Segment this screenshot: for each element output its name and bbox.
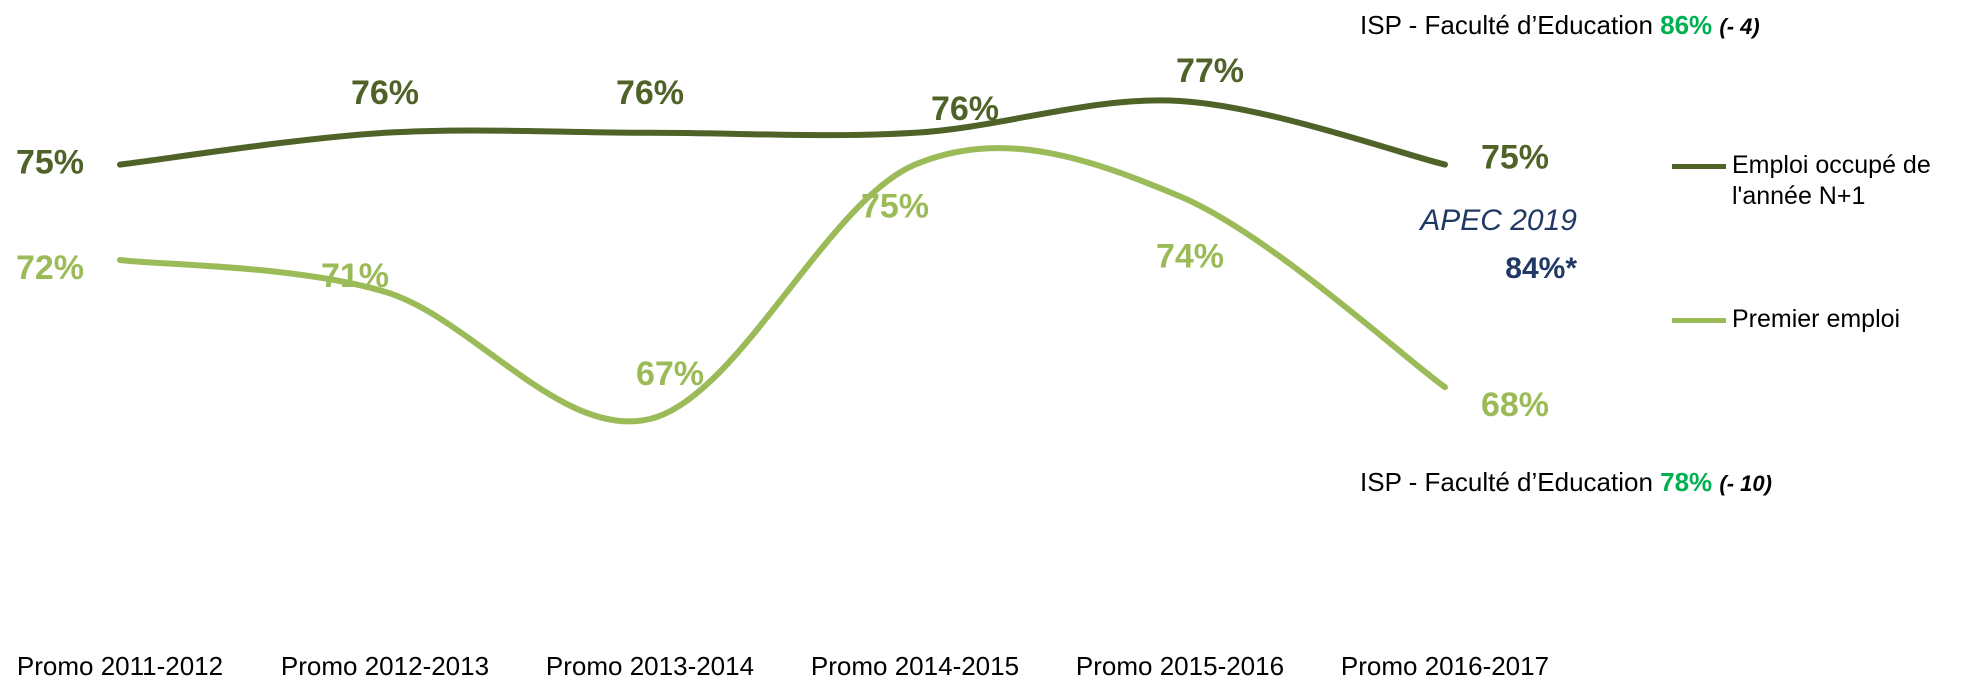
data-label: 75% [861, 188, 929, 226]
x-tick-label: Promo 2016-2017 [1341, 651, 1549, 681]
data-label: 71% [321, 257, 389, 295]
data-label: 74% [1156, 237, 1224, 275]
annotation-note: (- 4) [1719, 14, 1760, 39]
data-label: 67% [636, 355, 704, 393]
x-tick-label: Promo 2014-2015 [811, 651, 1019, 681]
series-line [117, 97, 1448, 168]
data-label: 68% [1481, 386, 1549, 424]
legend-entry: Premier emploi [1672, 304, 1962, 335]
annotation: ISP - Faculté d’Education 86% (- 4) [1360, 8, 1780, 44]
data-label: 76% [351, 74, 419, 112]
legend-label: Premier emploi [1732, 305, 1901, 333]
data-label: 76% [616, 74, 684, 112]
benchmark-label: APEC 2019 [1420, 204, 1577, 237]
series-line [117, 145, 1448, 425]
annotation: ISP - Faculté d’Education 78% (- 10) [1360, 465, 1780, 501]
x-tick-label: Promo 2015-2016 [1076, 651, 1284, 681]
data-label: 77% [1176, 52, 1244, 90]
annotation-text: ISP - Faculté d’Education [1360, 467, 1653, 497]
data-label: 75% [1481, 139, 1549, 177]
annotation-value: 78% [1660, 467, 1713, 497]
x-tick-label: Promo 2012-2013 [281, 651, 489, 681]
legend-swatch [1672, 318, 1726, 323]
x-tick-label: Promo 2013-2014 [546, 651, 754, 681]
x-tick-label: Promo 2011-2012 [17, 651, 223, 681]
annotation-note: (- 10) [1719, 471, 1772, 496]
data-label: 75% [16, 144, 84, 182]
legend-entry: Emploi occupé de l'année N+1 [1672, 150, 1962, 212]
data-label: 72% [16, 249, 84, 287]
annotation-value: 86% [1660, 10, 1713, 40]
legend-label: Emploi occupé de l'année N+1 [1732, 151, 1931, 210]
benchmark-value: 84%* [1505, 252, 1577, 285]
legend-swatch [1672, 164, 1726, 169]
annotation-text: ISP - Faculté d’Education [1360, 10, 1653, 40]
data-label: 76% [931, 90, 999, 128]
